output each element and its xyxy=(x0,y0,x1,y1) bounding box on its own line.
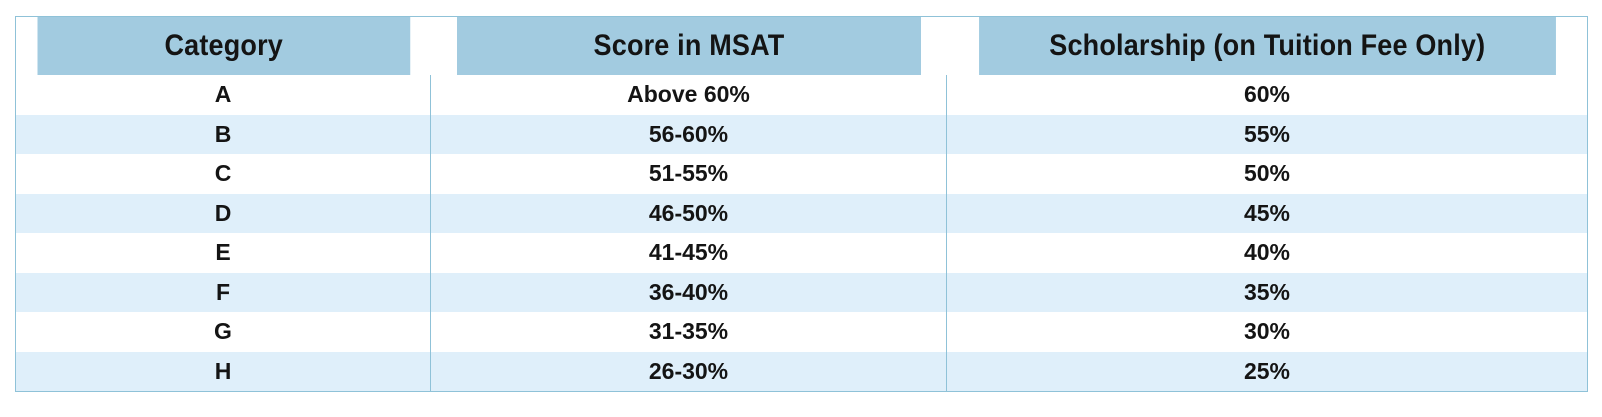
category-cell: D xyxy=(15,193,431,233)
header-score-in-msat: Score in MSAT xyxy=(456,16,921,75)
scholarship-cell: 60% xyxy=(946,75,1588,115)
category-cell: B xyxy=(15,114,431,154)
table-row: E 41-45% 40% xyxy=(15,233,1588,273)
header-category: Category xyxy=(36,16,410,75)
table-row: C 51-55% 50% xyxy=(15,154,1588,194)
scholarship-cell: 25% xyxy=(946,351,1588,392)
score-cell: 26-30% xyxy=(430,351,947,392)
scholarship-cell: 30% xyxy=(946,312,1588,352)
table-header-row: Category Score in MSAT Scholarship (on T… xyxy=(16,16,1588,75)
score-cell: 56-60% xyxy=(430,114,947,154)
category-cell: E xyxy=(15,233,431,273)
table-row: F 36-40% 35% xyxy=(15,272,1588,312)
table-row: A Above 60% 60% xyxy=(15,75,1588,115)
score-cell: Above 60% xyxy=(430,75,947,115)
category-cell: F xyxy=(15,272,431,312)
scholarship-cell: 50% xyxy=(946,154,1588,194)
scholarship-cell: 45% xyxy=(946,193,1588,233)
score-cell: 41-45% xyxy=(430,233,947,273)
scholarship-cell: 55% xyxy=(946,114,1588,154)
score-cell: 46-50% xyxy=(430,193,947,233)
table-row: B 56-60% 55% xyxy=(15,114,1588,154)
category-cell: H xyxy=(15,351,431,392)
score-cell: 51-55% xyxy=(430,154,947,194)
scholarship-cell: 35% xyxy=(946,272,1588,312)
category-cell: A xyxy=(15,75,431,115)
header-scholarship: Scholarship (on Tuition Fee Only) xyxy=(978,16,1556,75)
category-cell: G xyxy=(15,312,431,352)
table-row: H 26-30% 25% xyxy=(15,351,1588,392)
category-cell: C xyxy=(15,154,431,194)
table-row: G 31-35% 30% xyxy=(15,312,1588,352)
scholarship-table: Category Score in MSAT Scholarship (on T… xyxy=(15,16,1588,392)
scholarship-cell: 40% xyxy=(946,233,1588,273)
table-row: D 46-50% 45% xyxy=(15,193,1588,233)
score-cell: 31-35% xyxy=(430,312,947,352)
score-cell: 36-40% xyxy=(430,272,947,312)
